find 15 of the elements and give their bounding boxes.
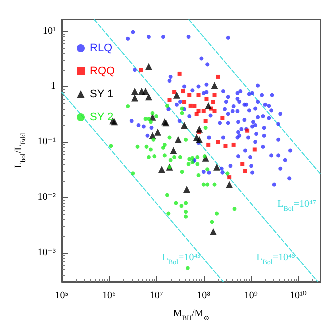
legend-label: RLQ [90, 42, 114, 54]
y-tick-label: 10¹ [43, 26, 56, 37]
legend-label: SY 1 [90, 88, 114, 100]
y-tick-label: 1 [51, 81, 56, 92]
y-tick-label: 10⁻² [38, 192, 56, 204]
legend-label: RQQ [90, 66, 116, 78]
y-tick-label: 10⁻¹ [38, 136, 56, 148]
y-tick-label: 10⁻³ [38, 248, 56, 259]
x-tick-label: 10⁷ [150, 290, 164, 302]
x-tick-label: 10⁸ [197, 290, 212, 302]
x-tick-label: 10⁹ [244, 290, 258, 302]
x-tick-label: 10⁵ [55, 290, 69, 302]
x-tick-label: 10¹⁰ [290, 290, 307, 302]
legend-label: SY 2 [90, 112, 114, 124]
x-tick-label: 10⁶ [102, 290, 117, 302]
